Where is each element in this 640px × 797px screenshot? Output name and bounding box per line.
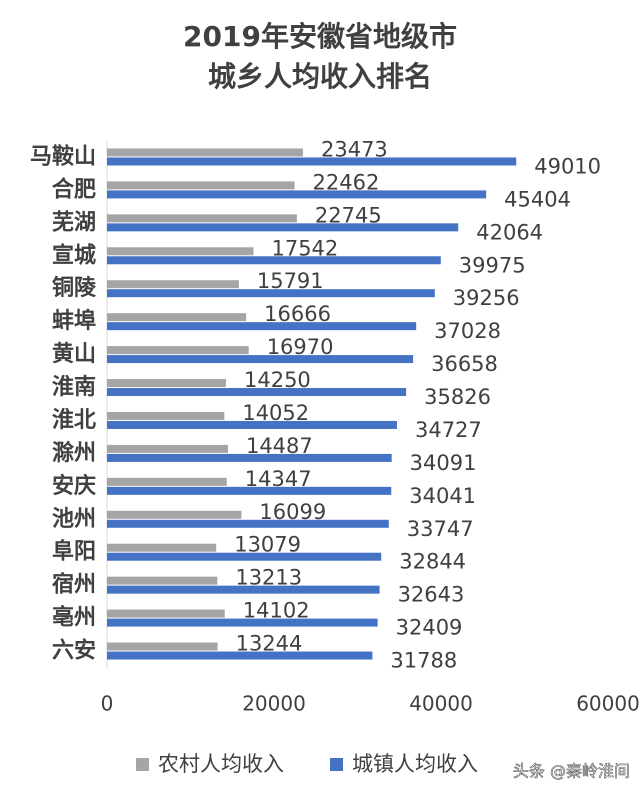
y-tick-label: 淮北 — [52, 408, 96, 433]
y-tick-label: 宣城 — [52, 242, 96, 268]
legend-swatch — [330, 758, 343, 771]
bar — [107, 609, 225, 618]
x-tick-label: 0 — [101, 692, 114, 716]
bar — [107, 411, 225, 420]
value-label: 32409 — [396, 616, 463, 640]
y-tick-label: 滁州 — [52, 440, 96, 466]
x-tick-label: 20000 — [242, 692, 306, 716]
bar — [107, 313, 247, 322]
value-label: 32844 — [399, 550, 466, 574]
bar — [107, 444, 228, 453]
bar — [107, 346, 249, 355]
legend-label: 农村人均收入 — [158, 752, 284, 776]
bar — [107, 280, 239, 289]
x-tick-label: 60000 — [576, 692, 640, 716]
bar — [107, 223, 459, 232]
y-tick-label: 安庆 — [52, 473, 96, 499]
chart-title: 2019年安徽省地级市 — [183, 20, 457, 53]
bar — [107, 214, 297, 223]
bar — [107, 486, 392, 495]
value-label: 45404 — [504, 187, 571, 211]
value-label: 39256 — [453, 286, 520, 310]
value-label: 33747 — [407, 517, 474, 541]
bar — [107, 322, 417, 331]
bar — [107, 477, 227, 486]
value-label: 34727 — [415, 418, 482, 442]
y-tick-label: 亳州 — [52, 605, 96, 631]
watermark: 头条 @秦岭淮间 — [513, 762, 630, 781]
value-label: 37028 — [434, 319, 501, 343]
value-label: 49010 — [534, 154, 601, 178]
bar — [107, 289, 435, 298]
value-label: 31788 — [390, 649, 457, 673]
bar — [107, 181, 295, 190]
bar — [107, 519, 389, 528]
y-tick-label: 淮南 — [52, 375, 96, 400]
y-tick-label: 马鞍山 — [30, 143, 96, 169]
bar — [107, 388, 407, 397]
y-tick-label: 阜阳 — [52, 539, 96, 565]
bar — [107, 256, 441, 265]
bar — [107, 552, 382, 561]
legend-swatch — [136, 758, 149, 771]
bar — [107, 618, 378, 627]
bar — [107, 420, 397, 429]
y-tick-label: 池州 — [52, 507, 96, 532]
bar — [107, 379, 226, 388]
y-tick-label: 蚌埠 — [52, 308, 96, 334]
value-label: 39975 — [459, 253, 526, 277]
bar — [107, 585, 380, 594]
bar — [107, 190, 487, 199]
value-label: 34041 — [409, 484, 476, 508]
value-label: 34091 — [410, 451, 477, 475]
bar — [107, 543, 217, 552]
bar — [107, 247, 254, 256]
y-tick-label: 合肥 — [52, 176, 96, 202]
bar — [107, 510, 242, 519]
chart-title: 城乡人均收入排名 — [208, 60, 432, 93]
value-label: 42064 — [476, 220, 543, 244]
y-tick-label: 六安 — [52, 638, 96, 664]
y-tick-label: 黄山 — [52, 342, 96, 367]
bar — [107, 453, 392, 462]
value-label: 35826 — [424, 385, 491, 409]
bar — [107, 355, 414, 364]
bar — [107, 651, 373, 660]
y-tick-label: 宿州 — [52, 572, 96, 598]
y-tick-label: 铜陵 — [52, 275, 97, 301]
value-label: 36658 — [431, 352, 498, 376]
x-tick-label: 40000 — [409, 692, 473, 716]
bar — [107, 576, 218, 585]
bar — [107, 148, 303, 157]
value-label: 32643 — [398, 583, 465, 607]
bar — [107, 157, 517, 166]
bar — [107, 642, 218, 651]
y-tick-label: 芜湖 — [52, 210, 96, 235]
legend-label: 城镇人均收入 — [352, 752, 478, 776]
